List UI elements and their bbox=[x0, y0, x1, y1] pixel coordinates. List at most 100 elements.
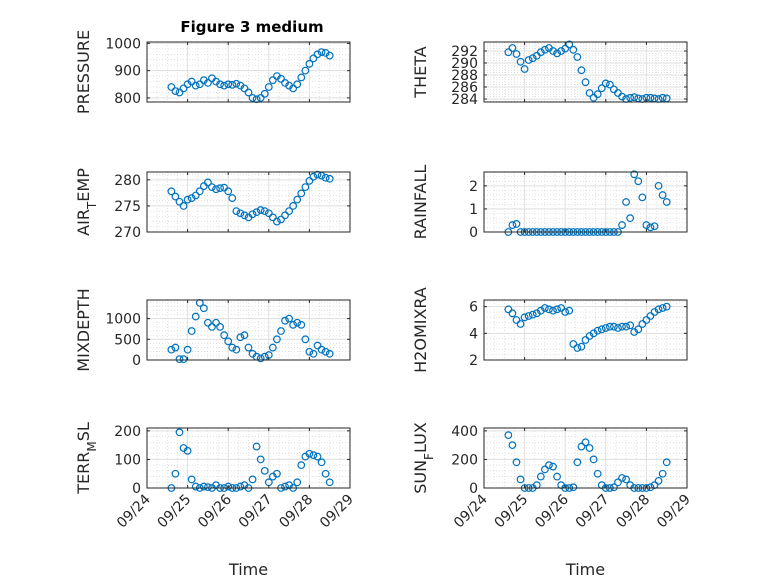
data-point bbox=[179, 355, 188, 364]
data-point bbox=[524, 312, 533, 320]
data-point bbox=[216, 80, 224, 89]
data-point bbox=[321, 347, 330, 356]
data-point bbox=[220, 331, 229, 340]
data-point bbox=[260, 89, 269, 98]
data-point bbox=[175, 428, 184, 437]
data-point bbox=[646, 93, 655, 102]
data-point bbox=[536, 48, 545, 57]
data-point bbox=[545, 305, 553, 314]
data-point bbox=[301, 183, 310, 192]
x-tick-label: 09/27 bbox=[573, 492, 613, 532]
data-point bbox=[252, 442, 261, 451]
data-point bbox=[171, 343, 180, 352]
data-point bbox=[268, 213, 277, 222]
data-point bbox=[561, 308, 570, 316]
data-point bbox=[541, 45, 549, 54]
data-point bbox=[520, 313, 529, 322]
data-point bbox=[212, 185, 220, 194]
y-tick-label: 0 bbox=[132, 353, 141, 369]
data-point bbox=[638, 320, 647, 328]
series-markers bbox=[167, 48, 334, 104]
data-point bbox=[183, 345, 192, 354]
data-point bbox=[252, 95, 261, 104]
data-point bbox=[569, 45, 578, 54]
y-tick-label: 288 bbox=[451, 68, 478, 84]
data-point bbox=[297, 461, 306, 470]
data-point bbox=[195, 187, 204, 196]
data-point bbox=[549, 306, 557, 315]
data-point bbox=[228, 194, 237, 202]
y-tick-label: 0 bbox=[469, 225, 478, 241]
data-point bbox=[536, 472, 545, 481]
data-point bbox=[285, 314, 294, 323]
data-point bbox=[305, 449, 314, 458]
data-point bbox=[508, 441, 517, 450]
data-point bbox=[232, 207, 241, 216]
data-point bbox=[228, 343, 237, 352]
data-point bbox=[199, 304, 208, 313]
data-point bbox=[508, 221, 517, 229]
data-point bbox=[642, 316, 651, 324]
x-axis-label: Time bbox=[565, 560, 605, 579]
data-point bbox=[260, 207, 269, 216]
data-point bbox=[573, 458, 582, 467]
data-point bbox=[561, 44, 570, 53]
data-point bbox=[224, 337, 233, 346]
data-point bbox=[236, 209, 245, 218]
data-point bbox=[622, 198, 630, 206]
y-tick-label: 286 bbox=[451, 80, 478, 96]
y-tick-label: 1000 bbox=[105, 36, 141, 52]
data-point bbox=[167, 187, 176, 196]
data-point bbox=[581, 78, 590, 87]
data-point bbox=[577, 66, 586, 75]
data-point bbox=[305, 59, 314, 68]
data-point bbox=[325, 478, 334, 487]
y-tick-label: 6 bbox=[469, 300, 478, 316]
data-point bbox=[508, 309, 517, 318]
series-markers bbox=[167, 428, 334, 492]
y-tick-label: 100 bbox=[114, 452, 141, 468]
data-point bbox=[183, 195, 192, 204]
data-point bbox=[236, 482, 245, 491]
data-point bbox=[541, 304, 549, 312]
figure-title: Figure 3 medium bbox=[180, 18, 323, 36]
data-point bbox=[528, 54, 537, 63]
subplot-3: 270 275 280 AIRTEMP bbox=[74, 168, 351, 241]
data-point bbox=[325, 51, 334, 60]
data-point bbox=[167, 345, 176, 354]
data-point bbox=[516, 57, 525, 66]
data-point bbox=[585, 444, 594, 452]
data-point bbox=[220, 81, 229, 90]
y-tick-label: 200 bbox=[114, 424, 141, 440]
data-point bbox=[191, 312, 200, 321]
data-point bbox=[325, 349, 334, 358]
axes-box bbox=[483, 171, 688, 233]
x-tick-label: 09/27 bbox=[236, 492, 276, 532]
data-point bbox=[565, 306, 574, 315]
data-point bbox=[549, 47, 557, 55]
data-point bbox=[171, 192, 180, 201]
y-axis-label: RAINFALL bbox=[411, 165, 430, 240]
data-point bbox=[297, 320, 306, 329]
data-point bbox=[289, 202, 298, 210]
data-point bbox=[309, 451, 318, 460]
y-axis-label: SUNFLUX bbox=[411, 422, 436, 494]
data-point bbox=[281, 482, 289, 491]
data-point bbox=[545, 461, 553, 470]
data-point bbox=[309, 349, 318, 358]
data-point bbox=[187, 327, 196, 335]
y-tick-label: 284 bbox=[451, 92, 478, 108]
data-point bbox=[179, 202, 188, 210]
data-point bbox=[654, 305, 663, 314]
data-point bbox=[309, 54, 318, 63]
data-point bbox=[553, 305, 561, 314]
data-point bbox=[317, 345, 326, 354]
subplot-7: 09/24 09/25 09/26 09/27 09/28 09/29 0 100 200 TER… bbox=[74, 422, 357, 579]
data-point bbox=[232, 345, 241, 354]
data-point bbox=[293, 318, 302, 327]
data-point bbox=[504, 48, 513, 57]
data-point bbox=[203, 483, 212, 492]
data-point bbox=[662, 458, 671, 467]
